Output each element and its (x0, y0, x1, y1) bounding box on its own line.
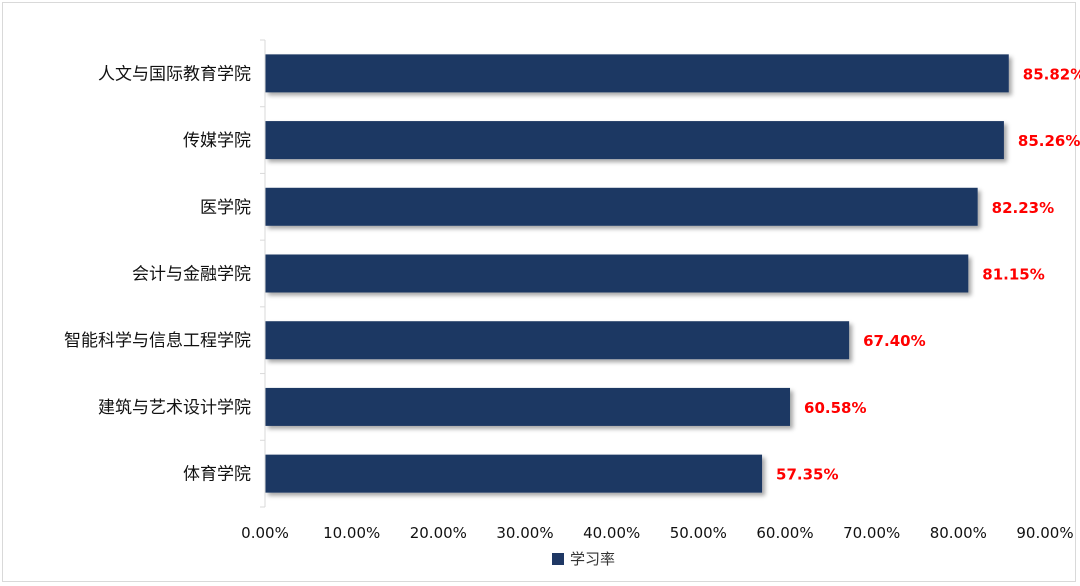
data-label-1: 85.82% (1023, 65, 1080, 83)
legend-swatch (552, 553, 564, 565)
category-label-5: 智能科学与信息工程学院 (64, 331, 251, 351)
x-tick-label-3: 30.00% (496, 524, 553, 542)
bar-4 (265, 254, 969, 293)
x-tick-label-7: 70.00% (843, 524, 900, 542)
x-tick-label-5: 50.00% (670, 524, 727, 542)
bar-7 (265, 454, 763, 493)
category-label-4: 会计与金融学院 (132, 265, 251, 285)
x-tick-label-1: 10.00% (323, 524, 380, 542)
x-tick-label-2: 20.00% (410, 524, 467, 542)
x-tick-label-4: 40.00% (583, 524, 640, 542)
data-label-3: 82.23% (992, 199, 1054, 217)
x-tick-label-0: 0.00% (241, 524, 289, 542)
x-tick-label-9: 90.00% (1016, 524, 1073, 542)
data-label-7: 57.35% (776, 466, 838, 484)
data-label-6: 60.58% (804, 399, 866, 417)
x-tick-label-6: 60.00% (756, 524, 813, 542)
bars-group (265, 54, 1009, 493)
bar-3 (265, 187, 978, 226)
category-labels-group: 人文与国际教育学院传媒学院医学院会计与金融学院智能科学与信息工程学院建筑与艺术设… (64, 64, 251, 484)
axis-group: 0.00% 10.00% 20.00% 30.00% 40.00% 50.00% 60.00… (241, 39, 1074, 542)
category-label-1: 人文与国际教育学院 (98, 64, 251, 84)
bar-6 (265, 387, 791, 426)
data-label-2: 85.26% (1018, 132, 1080, 150)
bar-1 (265, 54, 1009, 93)
category-label-2: 传媒学院 (183, 131, 251, 151)
bar-5 (265, 321, 850, 360)
x-tick-label-8: 80.00% (930, 524, 987, 542)
data-label-4: 81.15% (982, 266, 1044, 284)
data-labels-group: 85.82% 85.26% 82.23% 81.15% 67.40% 60.58% 57.3… (776, 65, 1080, 483)
bar-2 (265, 121, 1004, 160)
category-label-7: 体育学院 (183, 465, 251, 485)
legend-label: 学习率 (570, 550, 615, 568)
category-label-6: 建筑与艺术设计学院 (98, 398, 251, 418)
category-label-3: 医学院 (200, 198, 251, 218)
legend: 学习率 (552, 550, 615, 568)
data-label-5: 67.40% (863, 332, 925, 350)
